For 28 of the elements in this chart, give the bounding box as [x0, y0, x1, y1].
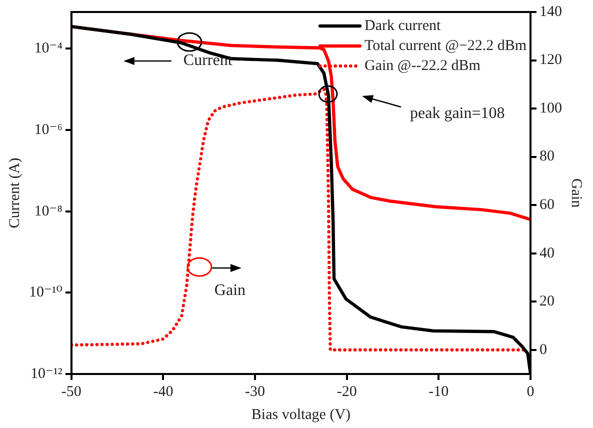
annotation: Current: [183, 52, 233, 70]
y-tick-label: 10⁻⁸: [34, 203, 62, 220]
x-axis-title: Bias voltage (V): [251, 406, 351, 423]
y2-tick-label: 0: [540, 342, 547, 358]
y2-tick-label: 20: [540, 294, 554, 310]
x-tick-label: -10: [428, 384, 449, 400]
y-tick-label: 10⁻⁶: [34, 122, 62, 138]
y2-axis-title: Gain: [568, 178, 584, 208]
x-tick-label: -20: [336, 384, 357, 400]
x-tick-label: -40: [153, 384, 174, 400]
y2-tick-label: 140: [540, 4, 562, 20]
x-tick-label: 0: [526, 384, 534, 400]
y2-tick-label: 60: [540, 197, 554, 214]
y-axis-title: Current (A): [6, 158, 23, 228]
annotation: Gain: [214, 282, 246, 300]
x-tick-label: -30: [245, 384, 266, 400]
y-tick-label: 10⁻¹⁰: [28, 284, 62, 301]
legend-label: Gain @--22.2 dBm: [364, 57, 480, 76]
y-tick-label: 10⁻¹²: [30, 366, 63, 382]
y2-tick-label: 40: [540, 245, 554, 262]
legend-label: Total current @−22.2 dBm: [364, 37, 527, 56]
y2-tick-label: 100: [540, 100, 562, 116]
annotation: peak gain=108: [410, 105, 505, 122]
y2-tick-label: 120: [540, 52, 562, 68]
y2-tick-label: 80: [540, 148, 554, 165]
x-tick-label: -50: [61, 384, 82, 400]
y-tick-label: 10⁻⁴: [34, 40, 62, 57]
legend-label: Dark current: [364, 17, 441, 36]
